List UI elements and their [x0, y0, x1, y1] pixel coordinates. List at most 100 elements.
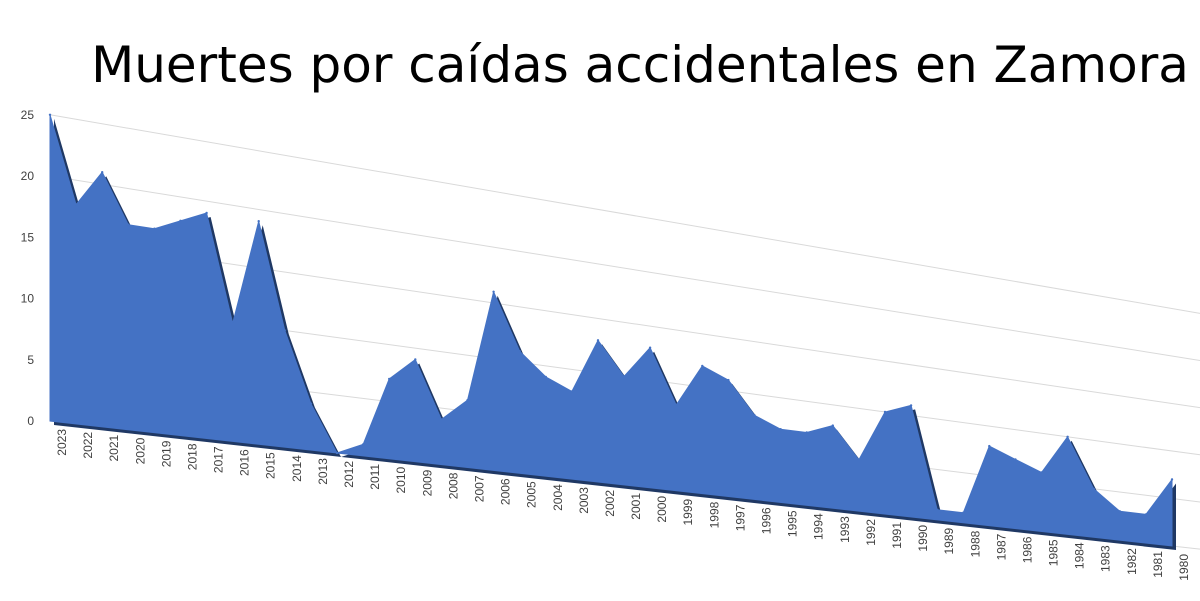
data-point — [335, 451, 339, 455]
data-point — [779, 428, 782, 431]
x-tick-label: 2010 — [394, 466, 408, 493]
chart-title: Muertes por caídas accidentales en Zamor… — [91, 36, 1189, 94]
x-tick-label: 2017 — [212, 446, 226, 473]
x-tick-label: 2020 — [133, 437, 147, 464]
data-point — [596, 339, 600, 342]
data-point — [1092, 487, 1095, 490]
data-point — [909, 404, 913, 407]
data-point — [962, 511, 965, 514]
data-point — [622, 375, 626, 378]
x-tick-label: 1989 — [942, 527, 956, 554]
x-tick-label: 2003 — [577, 487, 591, 514]
gridline — [49, 114, 1200, 314]
data-point — [414, 358, 417, 361]
x-tick-label: 2001 — [629, 493, 643, 520]
data-point — [466, 399, 469, 402]
y-tick-label: 0 — [27, 414, 34, 428]
data-point — [1066, 435, 1069, 438]
x-tick-label: 1982 — [1125, 548, 1139, 575]
x-tick-label: 1997 — [733, 504, 747, 531]
data-point — [936, 508, 939, 511]
x-tick-label: 1998 — [707, 501, 721, 528]
x-tick-label: 1981 — [1151, 551, 1165, 578]
data-point — [648, 346, 652, 349]
x-tick-label: 2015 — [264, 452, 278, 479]
data-point — [1040, 471, 1043, 474]
data-point — [1014, 458, 1017, 461]
x-tick-label: 1995 — [786, 510, 800, 537]
x-tick-label: 1980 — [1177, 554, 1191, 581]
x-tick-label: 1999 — [681, 498, 695, 525]
gridline — [49, 236, 1200, 409]
x-tick-label: 2016 — [238, 449, 252, 476]
data-point — [153, 227, 156, 230]
data-point — [440, 418, 443, 421]
data-point — [1118, 510, 1122, 513]
area-layer — [48, 113, 1176, 551]
x-tick-label: 2008 — [446, 472, 460, 499]
data-point — [570, 390, 574, 393]
area-series — [49, 114, 1173, 547]
x-tick-label: 2022 — [81, 432, 95, 459]
x-tick-label: 2002 — [603, 490, 617, 517]
data-point — [101, 171, 104, 174]
gridline — [49, 175, 1200, 361]
data-point — [857, 458, 861, 461]
data-point — [753, 414, 756, 417]
x-tick-label: 1993 — [838, 516, 852, 543]
y-axis-ticks: 0 5 10 15 20 25 — [21, 108, 35, 428]
y-tick-label: 25 — [21, 108, 35, 122]
data-point — [231, 322, 234, 325]
data-point — [492, 290, 495, 293]
data-point — [883, 410, 887, 414]
data-point — [361, 443, 365, 446]
x-tick-label: 1983 — [1099, 545, 1113, 572]
y-tick-label: 15 — [21, 230, 35, 244]
y-tick-label: 5 — [27, 353, 34, 367]
x-tick-label: 1984 — [1073, 542, 1087, 569]
x-tick-label: 1996 — [760, 507, 774, 534]
y-tick-label: 20 — [21, 169, 35, 183]
y-tick-label: 10 — [21, 292, 35, 306]
x-tick-label: 2014 — [290, 455, 304, 482]
data-point — [518, 350, 521, 353]
data-point — [179, 219, 182, 222]
data-point — [283, 329, 286, 332]
x-tick-label: 1988 — [968, 530, 982, 557]
x-tick-label: 2000 — [655, 496, 669, 523]
x-tick-label: 2021 — [107, 434, 121, 461]
x-tick-label: 1990 — [916, 525, 930, 552]
x-tick-label: 1994 — [812, 513, 826, 540]
data-point — [701, 364, 704, 368]
x-tick-label: 1991 — [890, 522, 904, 549]
data-point — [74, 203, 78, 206]
x-tick-label: 1987 — [994, 533, 1008, 560]
x-tick-label: 2013 — [316, 458, 330, 485]
x-tick-label: 1986 — [1020, 536, 1034, 563]
data-point — [127, 223, 130, 226]
data-point — [257, 220, 260, 223]
x-tick-label: 2018 — [186, 443, 200, 470]
data-point — [388, 377, 391, 381]
data-point — [309, 402, 313, 405]
x-tick-label: 2005 — [525, 481, 539, 508]
x-tick-label: 1992 — [864, 519, 878, 546]
data-point — [1144, 513, 1148, 516]
x-tick-label: 2023 — [55, 429, 69, 456]
data-point — [675, 403, 678, 407]
data-point — [544, 375, 547, 379]
x-axis-ticks: 2023 2022 2021 2020 2019 2018 2017 2016 2015 2014… — [55, 429, 1191, 581]
x-tick-label: 2012 — [342, 461, 356, 488]
x-tick-label: 1985 — [1047, 539, 1061, 566]
x-tick-label: 2019 — [159, 440, 173, 467]
x-tick-label: 2006 — [499, 478, 513, 505]
x-tick-label: 2007 — [473, 475, 487, 502]
data-point — [727, 378, 730, 382]
data-point — [988, 444, 991, 448]
data-point — [205, 211, 208, 215]
data-point — [48, 113, 52, 117]
data-point — [805, 431, 808, 434]
data-point — [831, 424, 834, 427]
x-tick-label: 2009 — [420, 469, 434, 496]
